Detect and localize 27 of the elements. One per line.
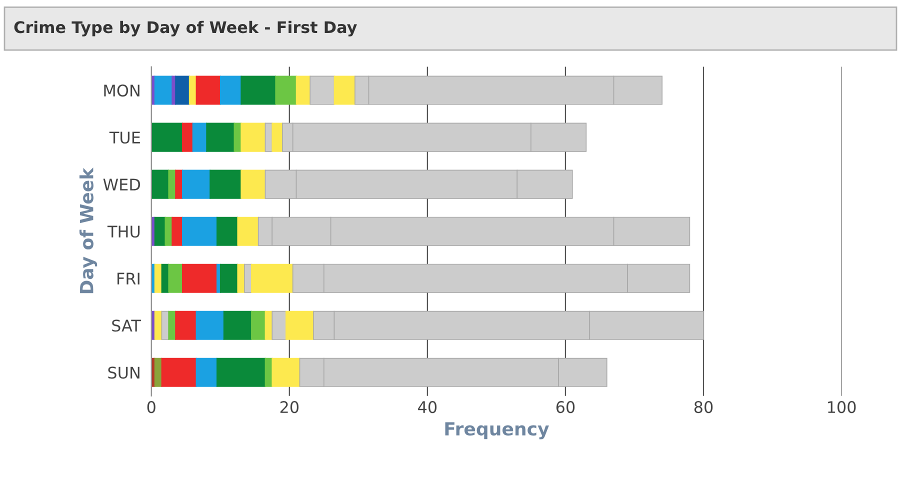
y-tick-label: WED bbox=[103, 178, 140, 190]
x-tick-label: 80 bbox=[694, 401, 713, 414]
bar bbox=[154, 264, 162, 293]
bar bbox=[161, 358, 197, 387]
y-axis-title: Day of Week bbox=[79, 168, 98, 294]
bar bbox=[154, 358, 162, 387]
y-tick-label: TUE bbox=[109, 132, 140, 144]
bar bbox=[310, 76, 335, 105]
y-tick-label: MON bbox=[104, 84, 140, 97]
y-tick-label: THU bbox=[107, 226, 140, 238]
x-tick-label: 0 bbox=[147, 401, 156, 414]
chart-title: Crime Type by Day of Week - First Day bbox=[14, 20, 357, 36]
bar bbox=[272, 310, 286, 340]
x-tick-label: 100 bbox=[828, 401, 856, 414]
bar bbox=[168, 310, 176, 340]
bar bbox=[244, 264, 252, 293]
bar bbox=[175, 170, 183, 199]
bar bbox=[175, 76, 190, 105]
x-tick-label: 20 bbox=[280, 401, 299, 414]
x-tick-label: 40 bbox=[418, 401, 437, 414]
y-tick-label: FRI bbox=[118, 272, 140, 284]
bar bbox=[154, 310, 162, 340]
x-axis-title: Frequency bbox=[445, 422, 549, 440]
y-tick-label: SUN bbox=[108, 366, 140, 379]
x-tick-label: 60 bbox=[556, 401, 575, 414]
y-tick-label: SAT bbox=[112, 320, 141, 332]
bar bbox=[168, 264, 183, 293]
